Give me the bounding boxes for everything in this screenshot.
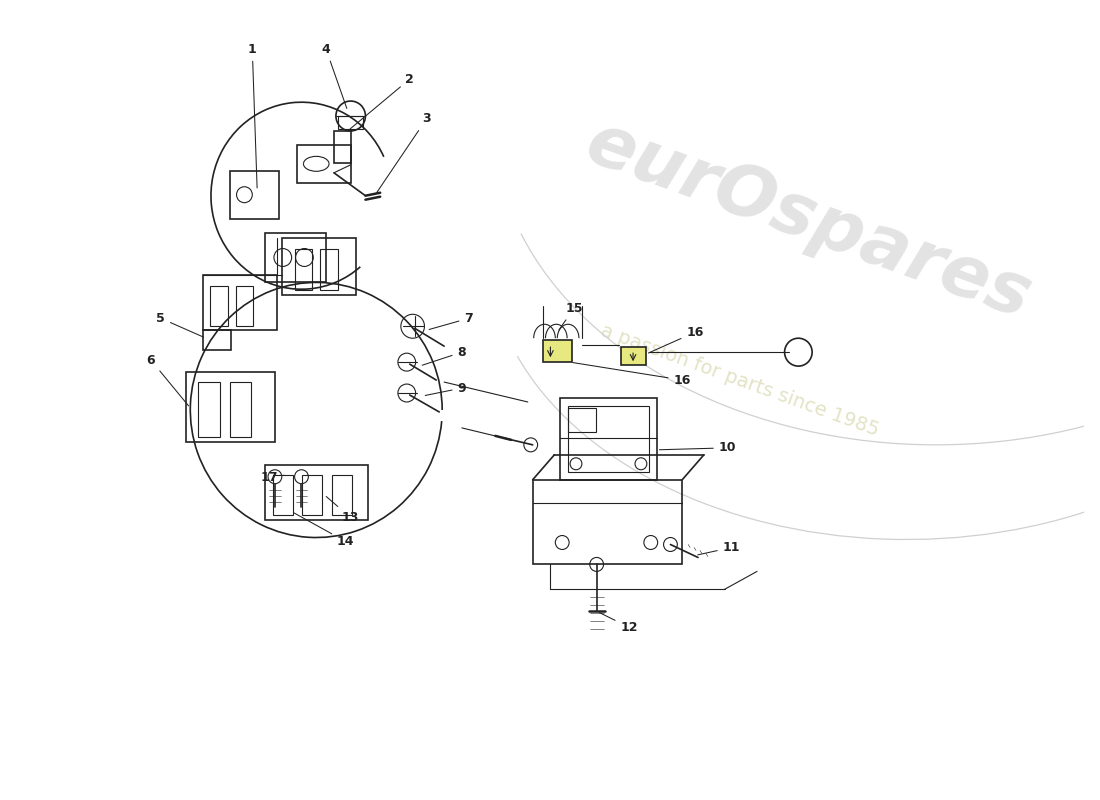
- Bar: [235, 286, 253, 326]
- Text: eurOspares: eurOspares: [576, 108, 1041, 333]
- Text: 2: 2: [350, 73, 414, 129]
- Text: 12: 12: [600, 613, 638, 634]
- Bar: [621, 347, 646, 365]
- Text: 8: 8: [422, 346, 466, 366]
- Bar: [320, 249, 338, 290]
- Bar: [568, 406, 649, 472]
- Text: 3: 3: [377, 113, 431, 193]
- Text: 5: 5: [156, 312, 204, 337]
- Bar: [204, 330, 231, 350]
- Bar: [334, 131, 351, 163]
- Text: 1: 1: [248, 42, 257, 188]
- Bar: [532, 480, 682, 565]
- Bar: [542, 340, 572, 362]
- Bar: [230, 382, 251, 437]
- Bar: [568, 408, 596, 432]
- Bar: [230, 170, 279, 218]
- Bar: [204, 275, 277, 330]
- Bar: [198, 382, 220, 437]
- Bar: [302, 474, 322, 514]
- Bar: [560, 398, 657, 480]
- Bar: [265, 233, 326, 282]
- Text: a passion for parts since 1985: a passion for parts since 1985: [597, 321, 881, 439]
- Text: 16: 16: [648, 326, 704, 353]
- Text: 14: 14: [294, 513, 354, 548]
- Bar: [282, 238, 355, 295]
- Text: 13: 13: [327, 497, 360, 524]
- Bar: [332, 474, 352, 514]
- Bar: [210, 286, 228, 326]
- Bar: [295, 249, 312, 290]
- Bar: [297, 145, 351, 182]
- Text: 17: 17: [261, 471, 284, 484]
- Text: 15: 15: [559, 302, 583, 330]
- Bar: [265, 465, 368, 519]
- Text: 7: 7: [429, 312, 473, 330]
- Bar: [273, 474, 293, 514]
- Text: 10: 10: [659, 442, 736, 454]
- Text: 9: 9: [426, 382, 466, 395]
- Text: 16: 16: [573, 362, 691, 386]
- Text: 11: 11: [697, 541, 740, 555]
- Text: 4: 4: [321, 42, 346, 108]
- Bar: [338, 116, 363, 129]
- Text: 6: 6: [146, 354, 188, 406]
- Bar: [186, 372, 275, 442]
